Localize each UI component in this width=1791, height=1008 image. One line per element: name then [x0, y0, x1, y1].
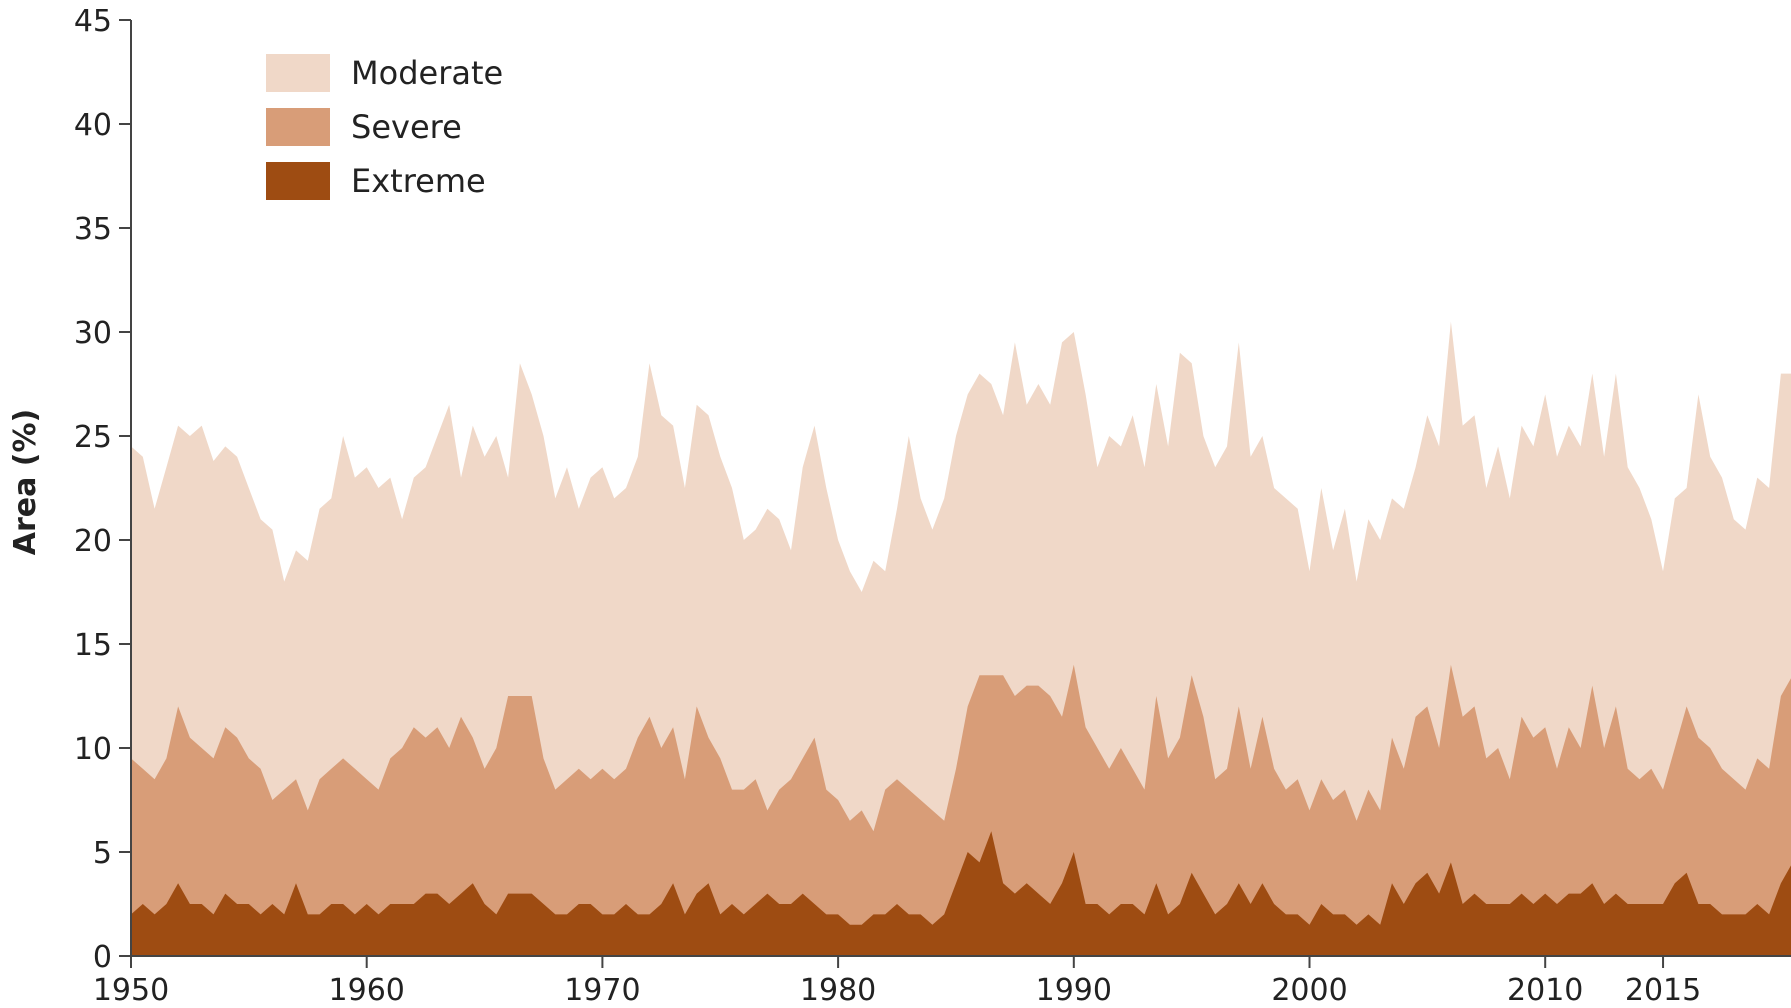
x-tick-label: 1950 [93, 973, 169, 1008]
y-tick-label: 15 [74, 628, 112, 663]
area-series-group [131, 321, 1791, 956]
y-tick-label: 30 [74, 316, 112, 351]
axes [130, 20, 1791, 957]
legend-label-extreme: Extreme [351, 162, 486, 200]
y-tick-label: 45 [74, 4, 112, 39]
y-tick-label: 10 [74, 732, 112, 767]
y-tick-label: 0 [93, 940, 112, 975]
x-tick-label: 2010 [1507, 973, 1583, 1008]
x-axis-ticks: 1950 1960 1970 1980 1990 2000 2010 2015 [93, 956, 1701, 1008]
y-tick-label: 20 [74, 524, 112, 559]
legend-swatch-moderate [266, 54, 330, 92]
legend-label-severe: Severe [351, 108, 462, 146]
area-extreme [131, 831, 1791, 956]
x-tick-label: 2000 [1271, 973, 1347, 1008]
x-tick-label: 1960 [329, 973, 405, 1008]
y-axis-title: Area (%) [8, 409, 43, 556]
x-tick-label: 1970 [564, 973, 640, 1008]
x-tick-label: 1990 [1036, 973, 1112, 1008]
area-severe [131, 664, 1791, 956]
legend-swatch-extreme [266, 162, 330, 200]
y-tick-label: 5 [93, 836, 112, 871]
x-tick-label: 1980 [800, 973, 876, 1008]
legend: Moderate Severe Extreme [266, 54, 503, 200]
legend-swatch-severe [266, 108, 330, 146]
x-tick-label: 2015 [1625, 973, 1701, 1008]
y-tick-label: 25 [74, 420, 112, 455]
y-tick-label: 40 [74, 108, 112, 143]
legend-label-moderate: Moderate [351, 54, 503, 92]
y-tick-label: 35 [74, 212, 112, 247]
y-axis-ticks: 0 5 10 15 20 25 30 35 40 45 [74, 4, 131, 975]
